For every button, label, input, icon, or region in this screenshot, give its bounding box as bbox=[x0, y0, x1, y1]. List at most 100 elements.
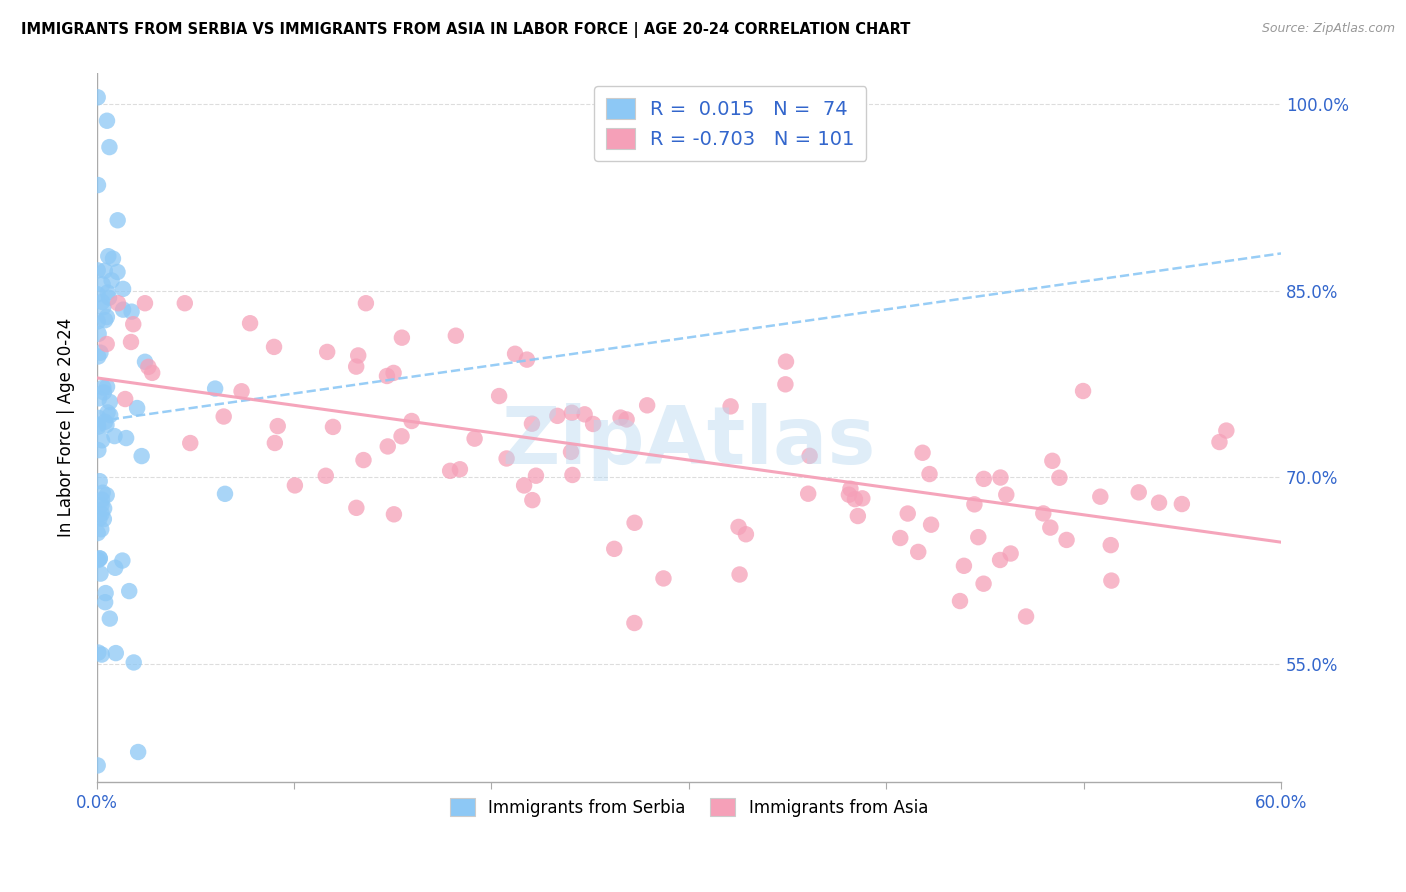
Point bbox=[98, 612, 121, 626]
Point bbox=[94, 415, 117, 429]
Point bbox=[94, 586, 117, 600]
Point bbox=[87, 646, 110, 660]
Point bbox=[87, 553, 110, 567]
Point bbox=[134, 296, 156, 310]
Point bbox=[609, 410, 631, 425]
Text: Source: ZipAtlas.com: Source: ZipAtlas.com bbox=[1261, 22, 1395, 36]
Point bbox=[897, 507, 920, 521]
Point bbox=[115, 431, 138, 445]
Point bbox=[122, 656, 145, 670]
Point bbox=[93, 501, 115, 516]
Point bbox=[735, 527, 758, 541]
Point bbox=[838, 488, 860, 502]
Point bbox=[111, 553, 134, 567]
Point bbox=[495, 451, 517, 466]
Point bbox=[91, 492, 114, 507]
Point bbox=[263, 340, 285, 354]
Point bbox=[1147, 496, 1170, 510]
Point bbox=[1032, 507, 1054, 521]
Point bbox=[87, 178, 110, 192]
Point bbox=[382, 366, 405, 380]
Point bbox=[382, 508, 405, 522]
Point bbox=[127, 401, 149, 415]
Point bbox=[449, 462, 471, 476]
Point bbox=[120, 334, 142, 349]
Point bbox=[87, 419, 110, 434]
Point bbox=[91, 300, 114, 314]
Point bbox=[995, 488, 1018, 502]
Point bbox=[1171, 497, 1194, 511]
Point bbox=[401, 414, 423, 428]
Point bbox=[1015, 609, 1038, 624]
Point bbox=[89, 345, 111, 359]
Point bbox=[377, 439, 399, 453]
Point bbox=[1040, 454, 1063, 468]
Point bbox=[990, 470, 1012, 484]
Point bbox=[131, 449, 153, 463]
Point bbox=[94, 595, 117, 609]
Point bbox=[775, 377, 797, 392]
Point bbox=[239, 316, 262, 330]
Text: ZipAtlas: ZipAtlas bbox=[502, 403, 876, 481]
Point bbox=[107, 296, 129, 310]
Point bbox=[973, 576, 995, 591]
Point bbox=[107, 213, 129, 227]
Point bbox=[91, 277, 114, 292]
Point bbox=[90, 498, 112, 512]
Point bbox=[988, 553, 1011, 567]
Point bbox=[444, 328, 467, 343]
Point bbox=[93, 385, 115, 400]
Point bbox=[91, 434, 114, 448]
Point bbox=[911, 446, 934, 460]
Point bbox=[322, 420, 344, 434]
Point bbox=[141, 366, 163, 380]
Point bbox=[97, 249, 120, 263]
Point bbox=[524, 468, 547, 483]
Point bbox=[1039, 520, 1062, 534]
Point bbox=[973, 472, 995, 486]
Point bbox=[267, 419, 290, 434]
Point bbox=[1090, 490, 1112, 504]
Point bbox=[284, 478, 307, 492]
Point bbox=[546, 409, 568, 423]
Point bbox=[107, 265, 129, 279]
Point bbox=[354, 296, 377, 310]
Point bbox=[134, 355, 156, 369]
Point bbox=[96, 417, 118, 432]
Point bbox=[87, 314, 110, 328]
Point bbox=[488, 389, 510, 403]
Point bbox=[94, 263, 117, 277]
Point bbox=[231, 384, 253, 399]
Point bbox=[103, 429, 125, 443]
Point bbox=[96, 310, 118, 324]
Point bbox=[87, 410, 110, 425]
Point bbox=[464, 432, 486, 446]
Point bbox=[98, 408, 121, 422]
Point bbox=[104, 646, 127, 660]
Point bbox=[375, 369, 398, 384]
Point bbox=[561, 406, 583, 420]
Point bbox=[97, 405, 120, 419]
Point bbox=[967, 530, 990, 544]
Point bbox=[91, 294, 114, 309]
Point bbox=[87, 443, 110, 458]
Point bbox=[520, 417, 543, 431]
Point bbox=[98, 395, 121, 409]
Point bbox=[844, 492, 866, 507]
Point bbox=[96, 380, 118, 394]
Point bbox=[93, 381, 115, 395]
Point bbox=[100, 273, 122, 287]
Point bbox=[89, 474, 111, 488]
Point bbox=[87, 326, 110, 341]
Point bbox=[347, 348, 370, 362]
Point bbox=[846, 508, 869, 523]
Point bbox=[1099, 538, 1122, 552]
Point bbox=[561, 467, 583, 482]
Point bbox=[112, 302, 135, 317]
Point bbox=[112, 282, 135, 296]
Point bbox=[122, 317, 145, 331]
Point bbox=[173, 296, 195, 310]
Point bbox=[98, 291, 121, 305]
Point bbox=[889, 531, 911, 545]
Point bbox=[799, 449, 821, 463]
